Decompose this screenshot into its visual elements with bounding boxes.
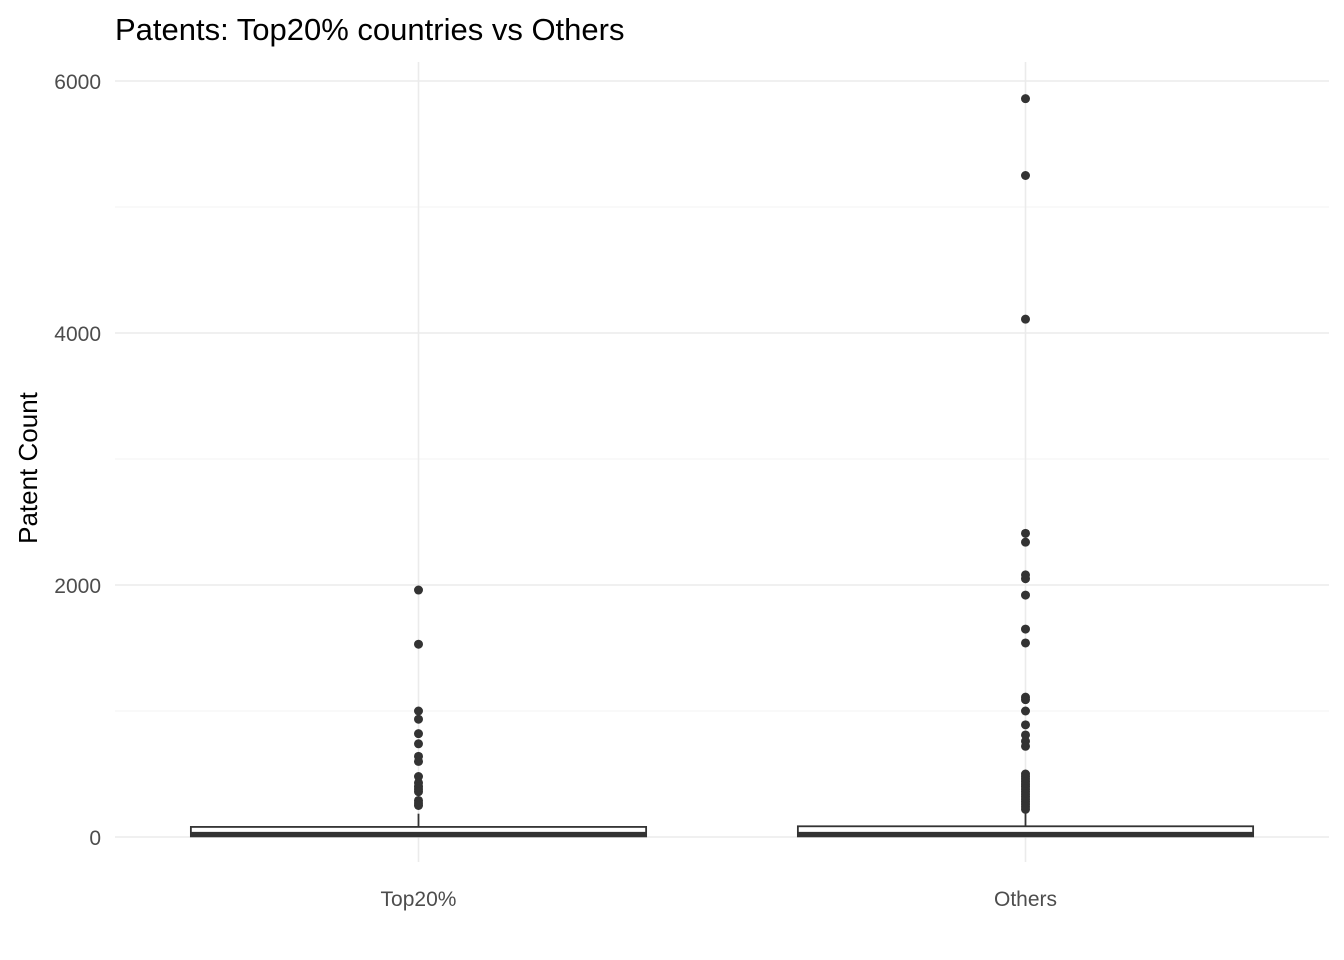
outlier-point [414,756,423,766]
y-axis-ticks: 0 2000 4000 6000 [54,71,101,850]
box-body [796,825,1255,838]
outlier-point [1021,171,1030,180]
outlier-point [1021,528,1030,538]
y-tick-label: 2000 [54,575,101,598]
x-tick-label: Top20% [381,888,457,911]
outlier-point [414,639,423,649]
box-body [189,826,648,838]
outlier-point [414,739,423,749]
box-others [796,94,1255,838]
outlier-point [1021,574,1030,584]
boxes [189,94,1255,838]
y-tick-label: 6000 [54,71,101,94]
x-axis-ticks: Top20% Others [381,888,1057,911]
outlier-point [414,787,423,797]
outlier-point [414,772,423,782]
y-tick-label: 4000 [54,323,101,346]
outlier-point [414,714,423,724]
outlier-point [414,585,423,595]
box-top20 [189,585,648,838]
outlier-point [414,729,423,739]
outlier-point [1021,624,1030,634]
outlier-point [1021,94,1030,104]
outlier-point [414,801,423,810]
outlier-point [1021,537,1030,547]
outlier-point [1021,741,1030,751]
outlier-point [1021,590,1030,600]
grid-lines [115,62,1329,862]
outlier-point [1021,638,1030,648]
x-tick-label: Others [994,888,1057,911]
outlier-point [1021,314,1030,324]
chart-title: Patents: Top20% countries vs Others [115,12,624,47]
outlier-point [414,706,423,716]
outlier-point [1021,706,1030,716]
y-axis-title: Patent Count [13,391,43,544]
outlier-point [1021,804,1030,814]
outlier-point [1021,695,1030,705]
y-tick-label: 0 [89,827,101,850]
outlier-point [1021,730,1030,740]
outlier-point [1021,720,1030,730]
